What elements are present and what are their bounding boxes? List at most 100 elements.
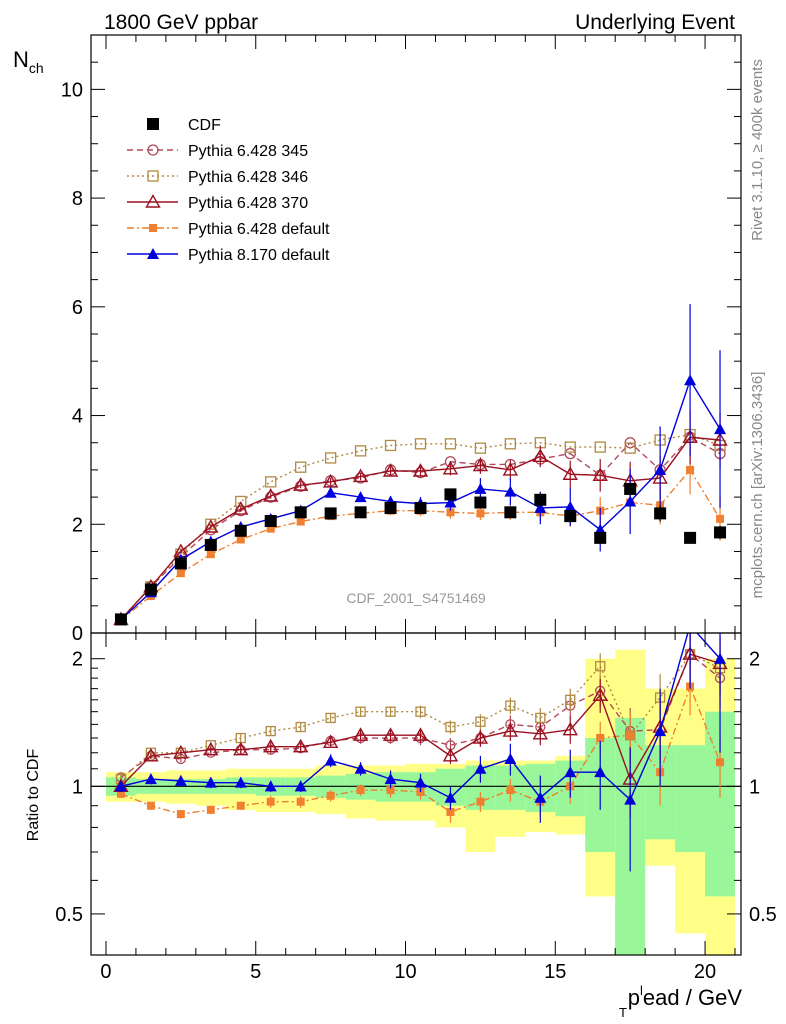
legend-entry-p370: Pythia 6.428 370 — [127, 194, 308, 212]
point-p8def — [324, 486, 337, 498]
ratio-plot-frame — [90, 632, 742, 956]
ratio-point-p8def — [714, 652, 727, 664]
point-p8def — [684, 374, 697, 386]
point-p346 — [444, 438, 457, 450]
point-data — [234, 524, 247, 537]
point-data — [354, 506, 367, 519]
ratio-point-p8def — [684, 619, 696, 630]
ratio-point-p6def — [386, 786, 395, 795]
legend-entry-p8def: Pythia 8.170 default — [127, 247, 330, 264]
point-p346 — [594, 441, 606, 453]
main-y-axis-label-sub: ch — [29, 60, 44, 76]
ratio-point-p8def — [564, 766, 577, 778]
ratio-point-p346 — [355, 706, 366, 717]
point-data — [264, 515, 277, 528]
main-y-axis-label: Nch — [13, 47, 44, 76]
point-p370 — [472, 457, 489, 472]
ratio-point-p370 — [143, 747, 159, 762]
ratio-point-p6def — [446, 807, 455, 816]
ratio-point-p370 — [502, 723, 519, 737]
ratio-point-p8def — [474, 762, 487, 774]
point-p6def — [686, 465, 695, 474]
x-tick-label: 10 — [394, 961, 416, 983]
ratio-point-p8def — [444, 791, 457, 803]
series-data — [114, 482, 727, 626]
legend-label-p8def: Pythia 8.170 default — [188, 247, 330, 264]
ratio-panel: 0.5 0.51 12 20 5 10 15 20 — [55, 619, 777, 983]
point-data — [324, 507, 337, 520]
point-p6def — [446, 508, 455, 517]
point-p370 — [233, 501, 249, 515]
ratio-point-p8def — [504, 753, 517, 765]
point-data — [654, 507, 667, 520]
ratio-point-p370 — [412, 727, 429, 741]
point-p370 — [203, 519, 219, 533]
x-tick-label: 20 — [694, 961, 716, 983]
point-p346 — [414, 438, 427, 450]
ratio-point-p370 — [292, 738, 309, 753]
ratio-y-tick-label-left: 0.5 — [55, 904, 83, 926]
point-p8def — [714, 423, 727, 435]
ratio-point-p6def — [626, 731, 635, 740]
point-p8def — [654, 463, 667, 475]
ratio-point-p8def — [174, 774, 187, 786]
ratio-point-p8def — [594, 766, 607, 778]
legend-marker-data — [147, 118, 159, 130]
ratio-point-p346 — [475, 716, 486, 727]
point-p6def — [296, 517, 305, 526]
legend-entry-p346: Pythia 6.428 346 — [127, 169, 308, 186]
ratio-point-p6def — [116, 789, 125, 798]
point-data — [474, 496, 487, 509]
ratio-point-p8def — [324, 754, 337, 766]
ratio-point-p8def — [414, 776, 427, 788]
x-axis-label: plead / GeV — [628, 983, 743, 1010]
main-y-tick-label: 4 — [72, 406, 83, 428]
ratio-point-p8def — [144, 773, 157, 785]
point-data — [534, 493, 547, 506]
ratio-point-p8def — [264, 780, 277, 792]
ratio-point-p370 — [592, 687, 608, 701]
ratio-point-p346 — [295, 721, 306, 733]
ratio-point-p6def — [266, 797, 275, 806]
ratio-point-p370 — [442, 747, 459, 762]
x-axis-label-subscript: T — [619, 1005, 627, 1020]
point-p346 — [324, 452, 337, 464]
point-p8def — [534, 501, 547, 513]
legend-entry-data: CDF — [147, 117, 221, 134]
legend-marker-p370 — [145, 194, 161, 208]
legend-entry-p6def: Pythia 6.428 default — [127, 221, 330, 238]
header-left-title: 1800 GeV ppbar — [104, 11, 258, 34]
ratio-point-p346 — [535, 712, 546, 724]
ratio-point-p346 — [385, 706, 396, 717]
point-data — [144, 583, 157, 596]
point-p370 — [382, 463, 399, 477]
legend: CDF Pythia 6.428 345 Pythia 6.428 346 Pythi… — [127, 117, 330, 264]
legend-label-p345: Pythia 6.428 345 — [188, 143, 308, 160]
legend-marker-p346 — [147, 170, 159, 182]
analysis-id-label: CDF_2001_S4751469 — [346, 590, 486, 606]
mcplots-source-label: mcplots.cern.ch [arXiv:1306.3436] — [749, 372, 766, 599]
point-p346 — [474, 442, 487, 454]
uncertainty-band-inner — [675, 745, 706, 852]
ratio-point-p6def — [176, 810, 185, 819]
series-line-p346 — [120, 433, 721, 620]
ratio-y-tick-label-right: 2 — [749, 649, 760, 671]
point-data — [114, 613, 127, 626]
legend-label-p370: Pythia 6.428 370 — [188, 195, 308, 212]
ratio-point-p6def — [296, 797, 305, 806]
x-tick-label: 15 — [544, 961, 566, 983]
ratio-point-p346 — [505, 700, 516, 711]
point-p8def — [504, 485, 517, 497]
point-p8def — [474, 482, 487, 494]
point-p346 — [265, 476, 277, 488]
ratio-series-p8def — [114, 619, 727, 872]
main-y-tick-label: 10 — [61, 79, 83, 101]
ratio-point-p8def — [234, 776, 247, 788]
point-data — [624, 482, 637, 495]
point-data — [384, 501, 397, 514]
point-p346 — [354, 445, 367, 457]
ratio-point-p370 — [472, 730, 489, 744]
legend-label-p346: Pythia 6.428 346 — [188, 169, 308, 186]
ratio-point-p346 — [595, 661, 606, 672]
point-data — [204, 538, 217, 551]
